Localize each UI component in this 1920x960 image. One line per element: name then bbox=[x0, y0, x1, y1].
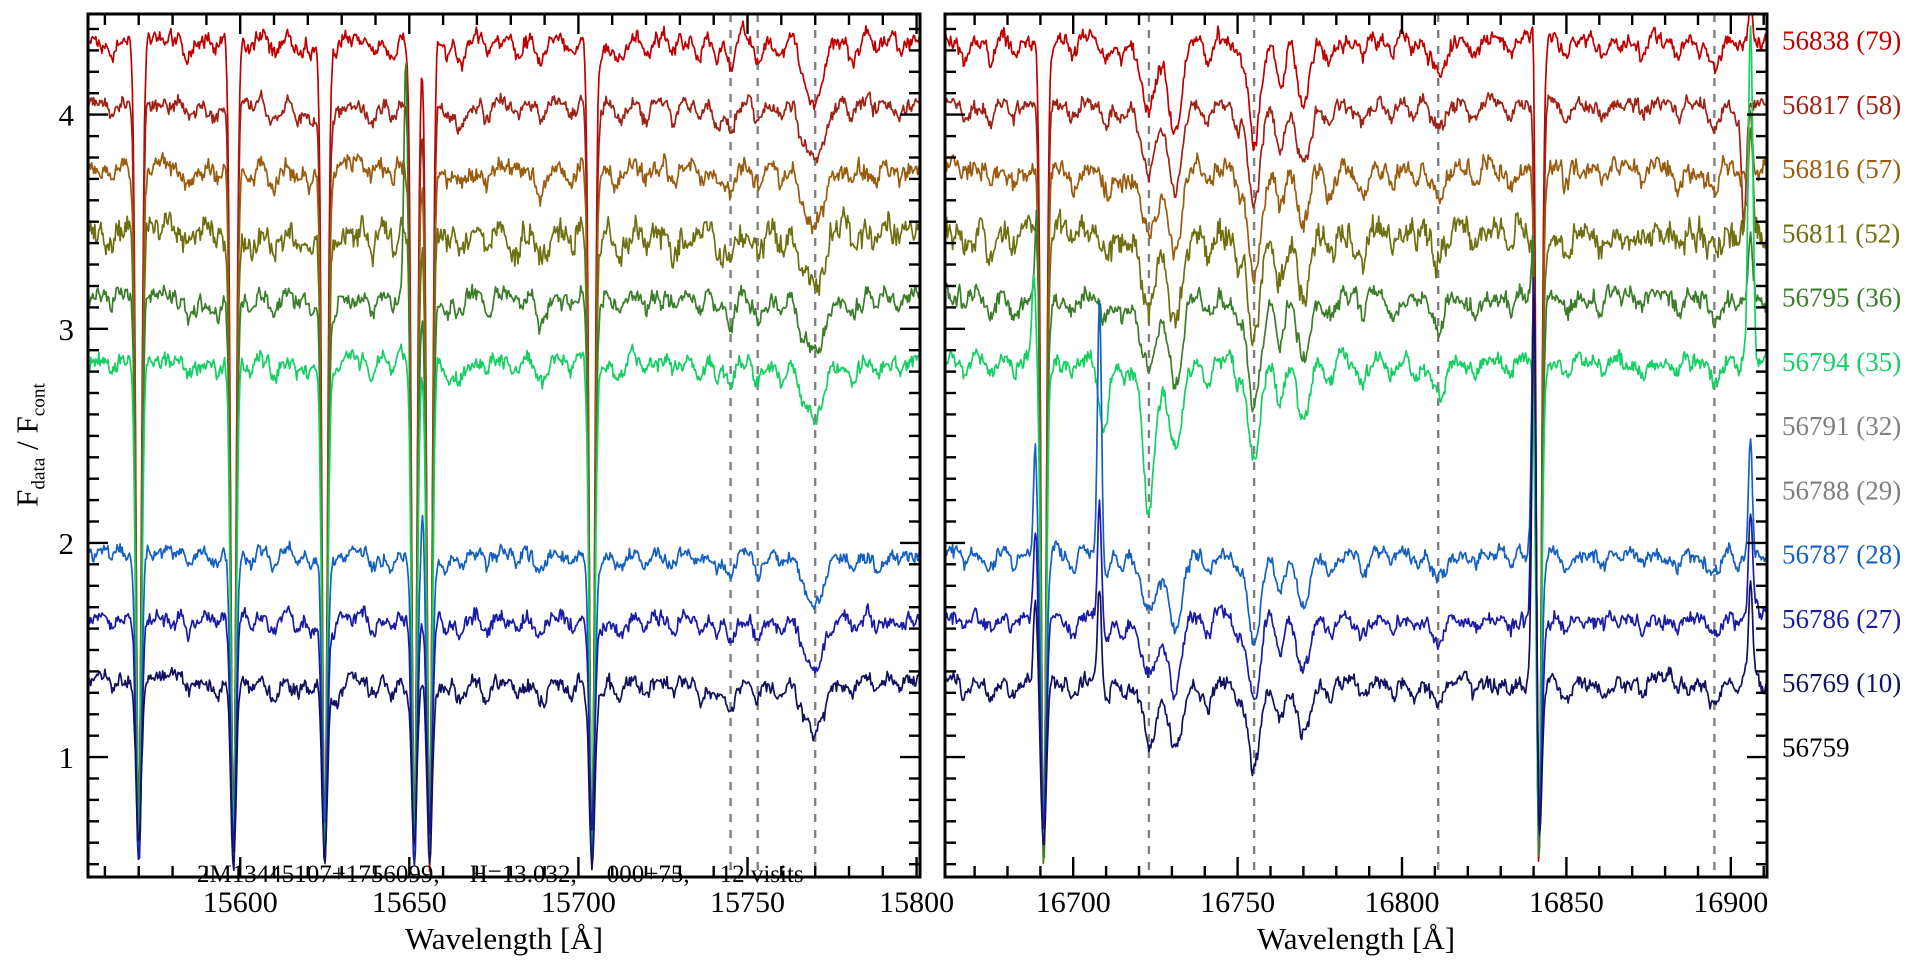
x-tick-label: 16750 bbox=[1200, 886, 1275, 919]
visit-label-56795: 56795 (36) bbox=[1782, 283, 1901, 313]
x-tick-label: 15800 bbox=[879, 886, 954, 919]
spectrum-line-56811 bbox=[945, 127, 1767, 865]
spectrum-line-56794 bbox=[945, 25, 1767, 839]
spectrum-line-56787 bbox=[88, 514, 920, 864]
flux-axis-label: Fdata / Fcont bbox=[9, 383, 50, 507]
spectrum-line-56838 bbox=[945, 14, 1767, 862]
flux-axis-label-f: F bbox=[9, 489, 45, 507]
x-tick-label: 16700 bbox=[1036, 886, 1111, 919]
visit-label-56838: 56838 (79) bbox=[1782, 26, 1901, 56]
annotation-field: 000+75, bbox=[606, 861, 690, 888]
visit-label-56759: 56759 bbox=[1782, 732, 1850, 762]
y-tick-label: 3 bbox=[59, 312, 75, 347]
annotation-visit-count: 12 visits bbox=[719, 861, 804, 888]
spectrum-line-56795 bbox=[88, 61, 920, 868]
spectrum-line-56838 bbox=[88, 20, 920, 873]
annotation-h-magnitude: H=13.032, bbox=[469, 861, 577, 888]
spectrum-line-56794 bbox=[88, 343, 920, 865]
visit-label-56811: 56811 (52) bbox=[1782, 218, 1900, 248]
spectra-group bbox=[945, 14, 1767, 865]
spectra-group bbox=[88, 20, 920, 873]
x-tick-label: 15700 bbox=[541, 886, 616, 919]
visit-label-56816: 56816 (57) bbox=[1782, 154, 1901, 184]
visit-label-56794: 56794 (35) bbox=[1782, 347, 1901, 377]
x-tick-label: 15600 bbox=[203, 886, 278, 919]
spectrum-line-56769 bbox=[88, 666, 920, 872]
visit-label-56817: 56817 (58) bbox=[1782, 90, 1901, 120]
spectrum-line-56795 bbox=[945, 209, 1767, 860]
wavelength-axis-label-left: Wavelength [Å] bbox=[404, 921, 604, 956]
spectrum-line-56817 bbox=[88, 89, 920, 856]
left-panel-border bbox=[86, 12, 922, 879]
x-tick-label: 15750 bbox=[710, 886, 785, 919]
spectrum-line-56816 bbox=[88, 151, 920, 845]
target-annotation: 2M13445107+1756099, H=13.032, 000+75, 12 vi… bbox=[172, 833, 834, 917]
annotation-target-id: 2M13445107+1756099, bbox=[197, 861, 440, 888]
flux-axis-label-sub-data: data bbox=[28, 457, 50, 490]
x-tick-label: 15650 bbox=[372, 886, 447, 919]
y-tick-label: 1 bbox=[59, 740, 75, 775]
spectrum-line-56811 bbox=[88, 206, 920, 850]
visit-label-56788: 56788 (29) bbox=[1782, 475, 1901, 505]
visit-label-56791: 56791 (32) bbox=[1782, 411, 1901, 441]
flux-axis-label-sub-cont: cont bbox=[28, 383, 50, 417]
y-tick-label: 4 bbox=[59, 98, 75, 133]
right-panel-border bbox=[943, 12, 1769, 879]
flux-axis-label-divider: / F bbox=[9, 416, 45, 458]
x-tick-label: 16900 bbox=[1693, 886, 1768, 919]
spectrum-line-56786 bbox=[945, 276, 1767, 838]
spectrum-line-56816 bbox=[945, 108, 1767, 853]
visit-label-56787: 56787 (28) bbox=[1782, 540, 1901, 570]
x-tick-label: 16850 bbox=[1529, 886, 1604, 919]
spectrum-line-56817 bbox=[945, 92, 1767, 856]
y-tick-label: 2 bbox=[59, 526, 75, 561]
visit-label-56786: 56786 (27) bbox=[1782, 604, 1901, 634]
spectrum-line-56787 bbox=[945, 286, 1767, 827]
spectrum-line-56786 bbox=[88, 603, 920, 867]
spectrum-line-56769 bbox=[945, 294, 1767, 846]
visit-label-56769: 56769 (10) bbox=[1782, 668, 1901, 698]
x-tick-label: 16800 bbox=[1365, 886, 1440, 919]
wavelength-axis-label-right: Wavelength [Å] bbox=[1256, 921, 1456, 956]
